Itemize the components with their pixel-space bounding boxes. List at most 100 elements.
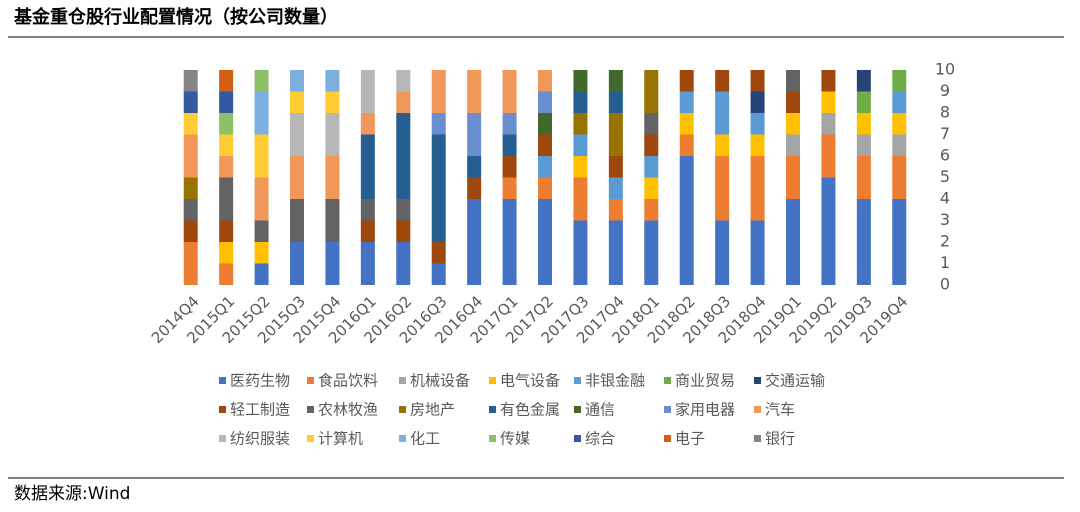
bar-segment bbox=[715, 220, 730, 285]
bar-segment bbox=[254, 263, 269, 285]
legend-label: 银行 bbox=[765, 430, 795, 448]
y-tick-label: 1 bbox=[940, 253, 950, 272]
bar-segment bbox=[750, 113, 765, 135]
legend-label: 非银金融 bbox=[585, 372, 645, 390]
bar-segment bbox=[360, 113, 375, 135]
legend-swatch bbox=[754, 435, 761, 442]
legend-label: 化工 bbox=[410, 430, 440, 448]
bar-segment bbox=[715, 70, 730, 92]
bar-segment bbox=[715, 91, 730, 135]
legend-swatch bbox=[574, 406, 581, 413]
bar-segment bbox=[644, 156, 659, 178]
bar-segment bbox=[502, 177, 517, 199]
bar-segment bbox=[183, 91, 198, 113]
legend-label: 传媒 bbox=[500, 430, 530, 448]
bar-segment bbox=[360, 242, 375, 285]
bar-segment bbox=[856, 91, 871, 113]
bar-segment bbox=[254, 242, 269, 264]
legend-label: 房地产 bbox=[410, 401, 455, 419]
bar-segment bbox=[856, 70, 871, 92]
legend-label: 通信 bbox=[585, 401, 615, 419]
bar-segment bbox=[254, 177, 269, 221]
legend-swatch bbox=[399, 435, 406, 442]
bar-segment bbox=[502, 70, 517, 113]
bar-segment bbox=[219, 220, 234, 242]
bar-segment bbox=[892, 70, 907, 92]
bar-segment bbox=[608, 199, 623, 221]
legend-label: 计算机 bbox=[318, 430, 363, 448]
bar-segment bbox=[431, 70, 446, 113]
bar-segment bbox=[538, 113, 552, 135]
legend-label: 轻工制造 bbox=[230, 401, 290, 419]
legend-swatch bbox=[307, 377, 314, 384]
bar-segment bbox=[219, 70, 234, 92]
bar-segment bbox=[396, 199, 411, 221]
source: 数据来源:Wind bbox=[14, 484, 130, 504]
bar-segment bbox=[219, 242, 234, 264]
bar-segment bbox=[786, 70, 800, 92]
bar-segment bbox=[750, 156, 765, 221]
bar-segment bbox=[183, 199, 198, 221]
legend-label: 汽车 bbox=[765, 401, 795, 419]
bar-segment bbox=[431, 113, 446, 135]
y-tick-label: 9 bbox=[940, 81, 950, 100]
bar-segment bbox=[290, 91, 304, 113]
bar-segment bbox=[360, 199, 375, 221]
bar-segment bbox=[821, 113, 836, 135]
bar-segment bbox=[644, 220, 659, 285]
bar-segment bbox=[538, 91, 552, 113]
bar-segment bbox=[856, 156, 871, 199]
legend-label: 医药生物 bbox=[230, 372, 290, 390]
bar-segment bbox=[360, 134, 375, 199]
legend-label: 食品饮料 bbox=[318, 372, 378, 390]
y-tick-label: 6 bbox=[940, 146, 950, 165]
bar-segment bbox=[538, 177, 552, 199]
bar-segment bbox=[821, 70, 836, 92]
bar-segment bbox=[786, 156, 800, 199]
legend-swatch bbox=[219, 377, 226, 384]
bar-segment bbox=[502, 199, 517, 285]
bar-segment bbox=[573, 220, 588, 285]
legend-swatch bbox=[399, 377, 406, 384]
bar-segment bbox=[644, 199, 659, 221]
legend-label: 机械设备 bbox=[410, 372, 470, 390]
bar-segment bbox=[396, 70, 411, 92]
bar-segment bbox=[856, 199, 871, 285]
bar-segment bbox=[538, 70, 552, 92]
chart: 0123456789102014Q42015Q12015Q22015Q32015… bbox=[148, 60, 955, 448]
bar-segment bbox=[821, 177, 836, 285]
bar-segment bbox=[573, 177, 588, 221]
bar-segment bbox=[608, 91, 623, 113]
bar-segment bbox=[608, 220, 623, 285]
bar-segment bbox=[183, 134, 198, 178]
legend-swatch bbox=[664, 406, 671, 413]
bar-segment bbox=[254, 134, 269, 178]
bar-segment bbox=[431, 263, 446, 285]
bar-segment bbox=[750, 91, 765, 113]
bar-segment bbox=[679, 91, 694, 113]
bar-segment bbox=[750, 70, 765, 92]
bar-segment bbox=[750, 220, 765, 285]
legend-label: 电子 bbox=[675, 430, 705, 448]
bar-segment bbox=[290, 199, 304, 242]
bar-segment bbox=[183, 220, 198, 242]
bar-segment bbox=[502, 156, 517, 178]
bar-segment bbox=[325, 91, 340, 113]
bar-segment bbox=[608, 156, 623, 178]
bar-segment bbox=[573, 91, 588, 113]
legend-swatch bbox=[574, 435, 581, 442]
bar-segment bbox=[467, 156, 482, 178]
bar-segment bbox=[679, 70, 694, 92]
bar-segment bbox=[467, 199, 482, 285]
bar-segment bbox=[538, 156, 552, 178]
legend-label: 农林牧渔 bbox=[318, 401, 378, 419]
bar-segment bbox=[538, 199, 552, 285]
bar-segment bbox=[644, 177, 659, 199]
legend-swatch bbox=[489, 377, 496, 384]
y-tick-label: 5 bbox=[940, 167, 950, 186]
bar-segment bbox=[183, 177, 198, 199]
legend-swatch bbox=[219, 435, 226, 442]
bar-segment bbox=[290, 156, 304, 199]
legend-swatch bbox=[574, 377, 581, 384]
